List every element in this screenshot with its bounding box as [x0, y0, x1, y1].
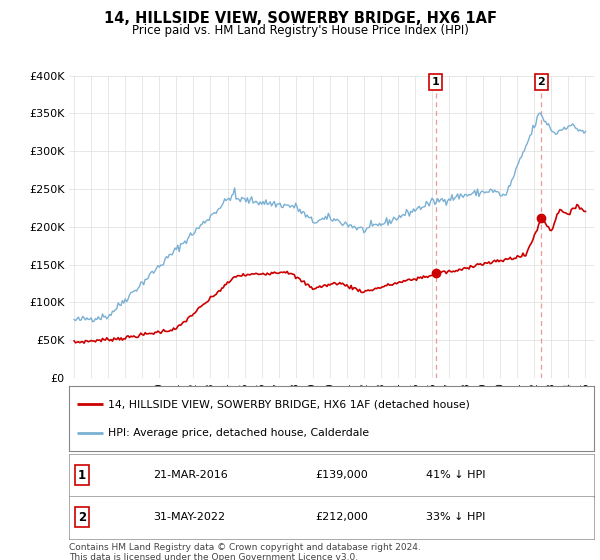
Text: £212,000: £212,000 [316, 512, 368, 522]
Text: 14, HILLSIDE VIEW, SOWERBY BRIDGE, HX6 1AF (detached house): 14, HILLSIDE VIEW, SOWERBY BRIDGE, HX6 1… [109, 399, 470, 409]
Text: £139,000: £139,000 [316, 470, 368, 480]
Text: This data is licensed under the Open Government Licence v3.0.: This data is licensed under the Open Gov… [69, 553, 358, 560]
Text: 1: 1 [78, 469, 86, 482]
Text: 41% ↓ HPI: 41% ↓ HPI [426, 470, 485, 480]
Text: 2: 2 [538, 77, 545, 87]
Text: 21-MAR-2016: 21-MAR-2016 [153, 470, 228, 480]
Text: HPI: Average price, detached house, Calderdale: HPI: Average price, detached house, Cald… [109, 428, 370, 438]
Text: 2: 2 [78, 511, 86, 524]
Text: 1: 1 [432, 77, 440, 87]
Text: 31-MAY-2022: 31-MAY-2022 [153, 512, 225, 522]
Text: 33% ↓ HPI: 33% ↓ HPI [426, 512, 485, 522]
Text: Contains HM Land Registry data © Crown copyright and database right 2024.: Contains HM Land Registry data © Crown c… [69, 543, 421, 552]
Text: Price paid vs. HM Land Registry's House Price Index (HPI): Price paid vs. HM Land Registry's House … [131, 24, 469, 36]
Text: 14, HILLSIDE VIEW, SOWERBY BRIDGE, HX6 1AF: 14, HILLSIDE VIEW, SOWERBY BRIDGE, HX6 1… [104, 11, 497, 26]
